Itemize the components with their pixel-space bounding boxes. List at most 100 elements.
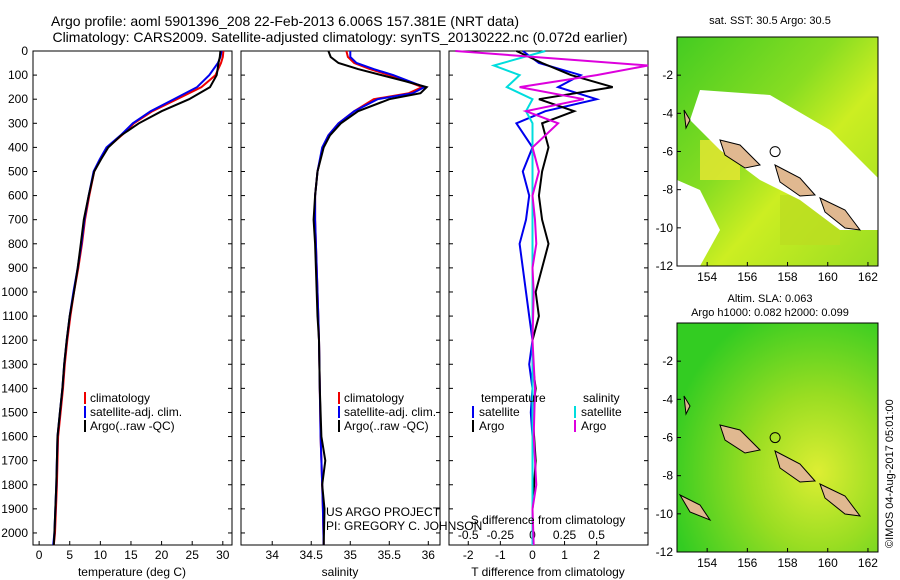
temperature-series [52,50,225,546]
depth-tick-label: 700 [8,213,28,227]
depth-tick-label: 1500 [1,405,28,419]
series-line-temperature-satellite [514,50,601,545]
salinity-xlabel: salinity [322,565,359,579]
x-tick-label: 10 [94,548,108,562]
lat-tick-label: -10 [656,507,674,521]
legend-satellite-label: satellite-adj. clim. [344,405,436,419]
x-tick-label: 25 [186,548,200,562]
depth-tick-label: 1100 [2,309,28,323]
island [719,424,762,454]
sla-map-axes: 154 156 158 160 162 -2 -4 -6 -8 -10 -12 [656,354,879,570]
x-tick-label: 0 [529,548,536,562]
lon-tick-label: 158 [778,556,798,570]
lat-tick-label: -6 [662,431,673,445]
sst-map [677,37,878,266]
lat-tick-label: -2 [662,68,673,82]
x-tick-label: 34 [266,548,280,562]
lat-tick-label: -4 [662,392,673,406]
island [774,450,817,483]
sst-map-axes: 154 156 158 160 162 -2 -4 -6 -8 -10 -12 [656,68,879,284]
depth-tick-label: 1000 [1,285,28,299]
imos-stamp: ©IMOS 04-Aug-2017 05:01:00 [884,399,896,548]
depth-axis: 0 100 200 300 400 500 600 700 800 900 1000 1100 1200… [1,44,648,540]
x-tick-label: 34.5 [300,548,324,562]
x-tick-label: 2 [593,548,600,562]
depth-tick-label: 600 [8,189,28,203]
sst-map-title: sat. SST: 30.5 Argo: 30.5 [709,15,831,27]
x-tick-label: 20 [155,548,169,562]
project-credit: US ARGO PROJECT [326,505,441,519]
depth-tick-label: 100 [8,68,28,82]
x-tick-label: 5 [66,548,73,562]
lat-tick-label: -8 [662,469,673,483]
temperature-legend: climatology satellite-adj. clim. Argo(..… [84,391,182,433]
series-line-argo-raw-qc- [52,50,222,546]
lon-tick-label: 162 [858,556,878,570]
legend-salinity-title: salinity [583,391,620,405]
difference-series [455,50,649,546]
series-line-climatology [314,50,425,546]
island [774,164,817,197]
depth-tick-label: 1700 [1,454,28,468]
series-line-temperature-argo [515,50,613,545]
s-diff-tick-label: -0.5 [458,528,479,542]
argo-float-marker [769,432,781,444]
lon-tick-label: 156 [737,270,757,284]
title-line-1: Argo profile: aoml 5901396_208 22-Feb-20… [51,13,519,29]
depth-tick-label: 400 [8,140,28,154]
legend-t-argo-label: Argo [479,419,505,433]
legend-t-satellite-label: satellite [479,405,520,419]
sla-title-2: Argo h1000: 0.082 h2000: 0.099 [691,307,849,319]
series-line-climatology [52,50,225,546]
lon-tick-label: 154 [697,556,717,570]
depth-tick-label: 800 [8,237,28,251]
lon-tick-label: 160 [818,270,838,284]
x-tick-label: 1 [561,548,568,562]
depth-tick-label: 1300 [1,357,28,371]
depth-tick-label: 1200 [1,333,28,347]
depth-tick-label: 1600 [1,430,28,444]
legend-climatology-label: climatology [90,391,150,405]
s-diff-tick-label: 0.25 [553,528,577,542]
legend-argo-label: Argo(..raw -QC) [344,419,429,433]
sla-map [677,323,878,552]
lon-tick-label: 158 [778,270,798,284]
island [819,483,862,517]
s-diff-tick-label: -0.25 [487,528,515,542]
island [683,395,691,416]
island [719,139,762,169]
series-line-salinity-satellite [490,50,546,545]
temperature-xlabel: temperature (deg C) [78,565,186,579]
legend-temperature-title: temperature [481,391,546,405]
legend-climatology-label: climatology [344,391,404,405]
depth-tick-label: 900 [8,261,28,275]
x-tick-label: 36 [422,548,436,562]
island [678,493,712,522]
depth-tick-label: 0 [21,44,28,58]
salinity-panel [240,50,441,546]
s-diff-tick-label: 0.5 [588,528,605,542]
lon-tick-label: 154 [697,270,717,284]
x-tick-label: -2 [463,548,474,562]
temperature-panel [32,50,233,546]
salinity-series [312,50,429,546]
s-difference-xlabel: S difference from climatology [471,513,626,527]
title-line-2: Climatology: CARS2009. Satellite-adjuste… [52,29,627,45]
lat-tick-label: -10 [656,221,674,235]
argo-float-marker [769,146,781,158]
legend-s-satellite-label: satellite [581,405,622,419]
legend-s-argo-label: Argo [581,419,607,433]
x-tick-label: 0 [36,548,43,562]
lat-tick-label: -2 [662,354,673,368]
depth-tick-label: 300 [8,116,28,130]
sst-missing-data [677,180,720,266]
lat-tick-label: -6 [662,145,673,159]
lat-tick-label: -12 [656,259,674,273]
depth-tick-label: 1400 [1,381,28,395]
series-line-salinity-argo [455,50,649,546]
x-tick-label: 35.5 [378,548,402,562]
t-difference-xlabel: T difference from climatology [471,565,625,579]
depth-tick-label: 2000 [1,526,28,540]
lon-tick-label: 162 [858,270,878,284]
